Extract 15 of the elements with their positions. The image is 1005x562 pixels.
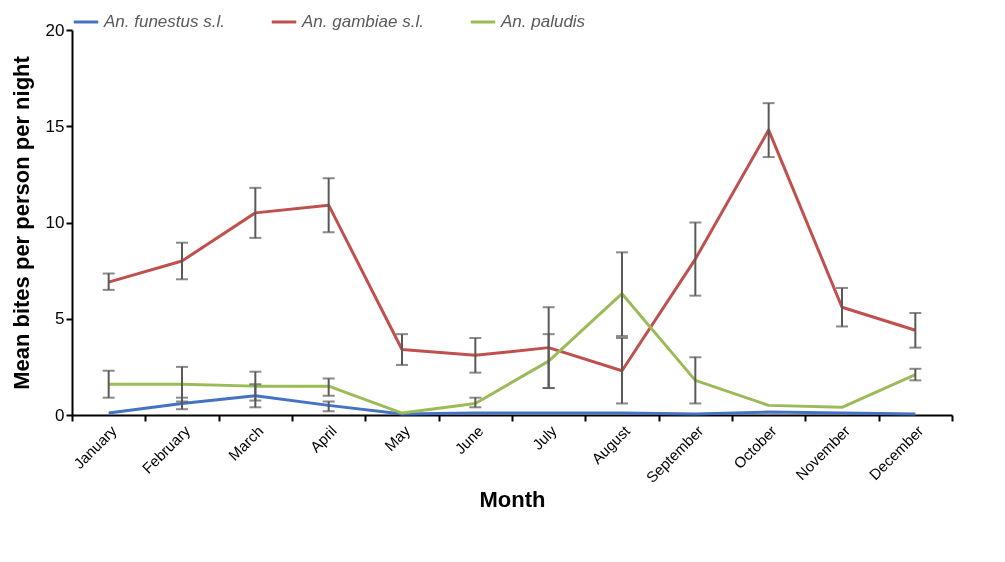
y-tick-label: 10 <box>45 213 65 232</box>
line-series <box>107 394 917 416</box>
line-series <box>107 292 917 415</box>
y-tick-label: 20 <box>45 20 65 40</box>
x-tick-label: July <box>528 421 561 453</box>
y-tick-label: 0 <box>55 405 65 425</box>
line-series <box>107 128 917 373</box>
y-tick-label: 15 <box>45 116 65 136</box>
y-tick-label: 5 <box>55 309 65 329</box>
x-axis-title: Month <box>479 486 546 512</box>
legend-label: An. funestus s.l. <box>103 12 225 31</box>
y-axis-title: Mean bites per person per night <box>8 55 34 390</box>
x-tick-label: May <box>381 421 414 455</box>
legend-label: An. paludis <box>500 12 586 31</box>
legend-label: An. gambiae s.l. <box>301 12 424 31</box>
